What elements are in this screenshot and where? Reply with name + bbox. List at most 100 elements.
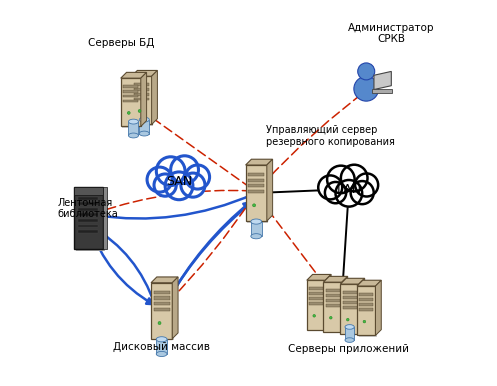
Circle shape — [165, 172, 193, 200]
Circle shape — [335, 180, 362, 207]
Bar — [309, 288, 323, 290]
Ellipse shape — [156, 351, 167, 357]
Ellipse shape — [251, 234, 261, 239]
Bar — [78, 225, 98, 227]
Circle shape — [127, 112, 130, 114]
Ellipse shape — [128, 119, 139, 124]
Polygon shape — [374, 71, 391, 90]
Polygon shape — [151, 277, 178, 283]
Bar — [154, 308, 169, 311]
Bar — [248, 173, 264, 176]
Bar — [134, 98, 149, 100]
Circle shape — [154, 174, 176, 196]
FancyBboxPatch shape — [132, 76, 152, 124]
Polygon shape — [172, 277, 178, 339]
Bar — [359, 293, 373, 296]
Bar — [76, 189, 105, 251]
Polygon shape — [132, 70, 158, 76]
Circle shape — [351, 181, 374, 204]
Text: Дисковый массив: Дисковый массив — [113, 342, 210, 352]
Circle shape — [346, 318, 349, 321]
Text: SAN: SAN — [166, 175, 192, 188]
Circle shape — [313, 315, 316, 317]
Text: Серверы БД: Серверы БД — [88, 38, 155, 48]
FancyBboxPatch shape — [358, 288, 377, 337]
Bar — [342, 296, 357, 299]
Bar — [78, 213, 98, 216]
Circle shape — [185, 165, 210, 189]
Bar — [326, 304, 339, 307]
Ellipse shape — [345, 325, 354, 329]
Bar — [326, 299, 339, 302]
Circle shape — [355, 173, 378, 196]
FancyBboxPatch shape — [325, 284, 343, 333]
Polygon shape — [307, 274, 331, 280]
FancyBboxPatch shape — [357, 286, 376, 335]
Polygon shape — [340, 278, 365, 284]
Polygon shape — [372, 89, 393, 93]
Bar — [123, 85, 138, 88]
Bar — [154, 302, 169, 305]
Bar — [248, 185, 264, 188]
Bar — [248, 179, 264, 182]
Bar — [134, 93, 149, 96]
Bar — [345, 327, 354, 340]
Ellipse shape — [128, 133, 139, 138]
Ellipse shape — [156, 337, 167, 342]
Circle shape — [170, 156, 198, 184]
Circle shape — [363, 320, 366, 323]
Polygon shape — [141, 73, 147, 127]
Polygon shape — [267, 159, 273, 221]
Bar — [359, 308, 373, 311]
Bar — [154, 291, 169, 294]
Bar — [74, 187, 103, 249]
Bar — [342, 306, 357, 309]
Polygon shape — [246, 159, 273, 165]
Bar — [134, 88, 149, 91]
FancyBboxPatch shape — [121, 78, 141, 127]
Bar — [78, 208, 98, 211]
Bar — [134, 83, 149, 86]
Text: Серверы приложений: Серверы приложений — [288, 344, 410, 354]
Circle shape — [252, 204, 255, 207]
Bar — [78, 230, 98, 233]
FancyBboxPatch shape — [153, 284, 174, 340]
FancyBboxPatch shape — [307, 280, 326, 330]
FancyBboxPatch shape — [151, 283, 172, 339]
Polygon shape — [326, 274, 331, 330]
FancyBboxPatch shape — [247, 167, 268, 222]
Bar — [309, 292, 323, 295]
Circle shape — [358, 63, 375, 80]
Bar — [342, 301, 357, 304]
Polygon shape — [324, 276, 348, 282]
Bar — [123, 100, 138, 102]
Circle shape — [354, 76, 379, 101]
Bar — [309, 297, 323, 300]
Bar — [326, 294, 339, 297]
Bar — [309, 302, 323, 305]
Bar — [139, 120, 149, 134]
Polygon shape — [121, 73, 147, 78]
FancyBboxPatch shape — [340, 284, 359, 334]
Circle shape — [157, 157, 185, 186]
Circle shape — [158, 322, 161, 325]
Bar — [154, 296, 169, 300]
Bar — [326, 290, 339, 292]
Bar — [103, 187, 107, 249]
Circle shape — [341, 165, 367, 191]
Circle shape — [147, 167, 172, 192]
Ellipse shape — [251, 219, 261, 224]
Bar — [359, 298, 373, 301]
Text: Управляющий сервер
резервного копирования: Управляющий сервер резервного копировани… — [266, 125, 395, 147]
Bar — [123, 90, 138, 93]
Text: Ленточная
библиотека: Ленточная библиотека — [58, 198, 118, 219]
Bar — [128, 122, 139, 135]
Text: Администратор
СРКВ: Администратор СРКВ — [348, 23, 434, 44]
Circle shape — [330, 317, 332, 319]
Bar — [359, 303, 373, 306]
FancyBboxPatch shape — [246, 165, 267, 221]
Bar — [342, 291, 357, 294]
Bar — [78, 219, 98, 222]
Polygon shape — [376, 280, 381, 335]
FancyBboxPatch shape — [324, 282, 342, 332]
